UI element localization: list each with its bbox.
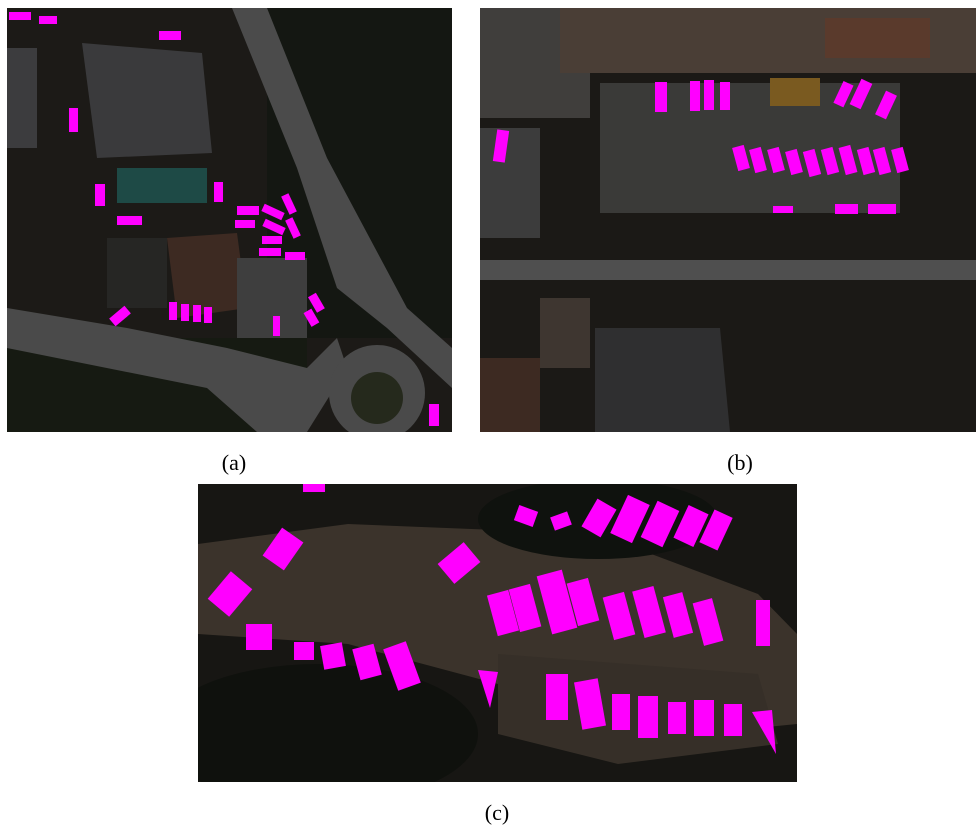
panel-label: (a) [204, 450, 264, 476]
panel-label: (c) [467, 800, 527, 826]
aerial-image-c [198, 484, 797, 782]
figure: (a) (b) (c) (() => { const data = JSON.p… [0, 0, 976, 825]
aerial-image-a [7, 8, 452, 432]
aerial-image-b [480, 8, 976, 432]
panel-label: (b) [710, 450, 770, 476]
